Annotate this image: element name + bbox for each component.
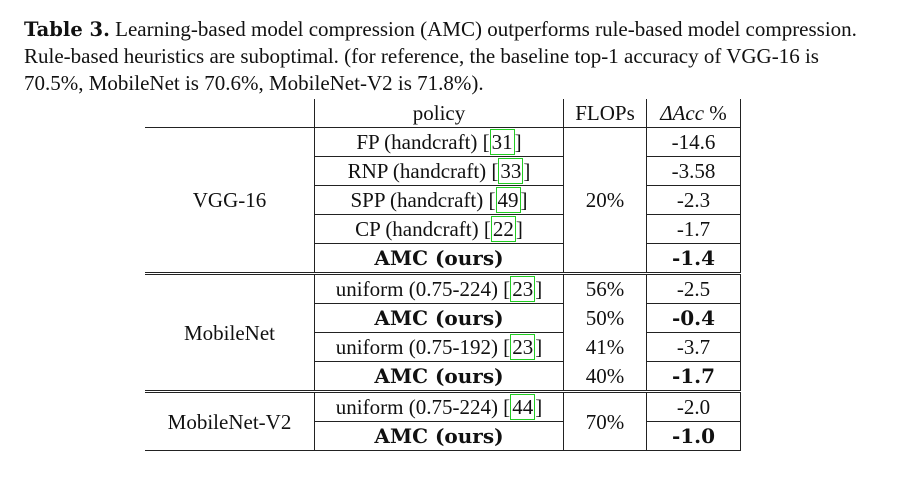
policy-amc: AMC (ours): [314, 421, 564, 451]
acc-cell-best: -0.4: [646, 303, 741, 333]
policy-text: uniform (0.75-224) [: [335, 277, 511, 301]
header-policy: policy: [314, 99, 564, 128]
model-mobilenetv2: MobileNet-V2: [145, 391, 315, 451]
flops-vgg16: 20%: [563, 127, 647, 275]
citation-link[interactable]: 23: [510, 334, 536, 360]
model-vgg16: VGG-16: [145, 127, 315, 275]
bracket-close: ]: [520, 188, 528, 212]
table-row: CP (handcraft) [22] -1.7: [145, 214, 741, 244]
header-model-cell: [145, 99, 315, 128]
policy-text: CP (handcraft) [: [355, 217, 491, 241]
citation-link[interactable]: 49: [495, 187, 521, 213]
citation-link[interactable]: 31: [489, 129, 515, 155]
acc-cell-best: -1.4: [646, 243, 741, 275]
table-row: uniform (0.75-192) [23] 41% -3.7: [145, 332, 741, 362]
caption-text: Learning-based model compression (AMC) o…: [24, 17, 857, 95]
bracket-close: ]: [535, 277, 543, 301]
acc-cell: -2.5: [646, 273, 741, 304]
flops-cell: 50%: [563, 303, 647, 333]
citation-link[interactable]: 44: [510, 394, 536, 420]
table-row: MobileNet uniform (0.75-224) [23] 56% -2…: [145, 273, 741, 393]
acc-cell: -14.6: [646, 127, 741, 157]
acc-cell: -2.0: [646, 391, 741, 422]
policy-cell: FP (handcraft) [31]: [314, 127, 564, 157]
table-row: AMC (ours) 40% -1.7: [145, 361, 741, 393]
policy-cell: uniform (0.75-224) [44]: [314, 391, 564, 422]
acc-cell: -3.58: [646, 156, 741, 186]
table-row: SPP (handcraft) [49] -2.3: [145, 185, 741, 215]
acc-cell-best: -1.0: [646, 421, 741, 451]
table-caption: Table 3. Learning-based model compressio…: [24, 16, 880, 97]
bracket-close: ]: [535, 395, 543, 419]
header-acc: ΔAcc %: [646, 99, 741, 128]
policy-cell: RNP (handcraft) [33]: [314, 156, 564, 186]
table-row: AMC (ours) 50% -0.4: [145, 303, 741, 333]
table-row: AMC (ours) -1.4: [145, 243, 741, 275]
policy-text: uniform (0.75-192) [: [335, 335, 511, 359]
acc-cell: -3.7: [646, 332, 741, 362]
citation-link[interactable]: 33: [498, 158, 524, 184]
table-row: RNP (handcraft) [33] -3.58: [145, 156, 741, 186]
citation-link[interactable]: 22: [490, 216, 516, 242]
acc-cell: -1.7: [646, 214, 741, 244]
policy-amc: AMC (ours): [314, 361, 564, 393]
policy-text: SPP (handcraft) [: [350, 188, 496, 212]
policy-text: RNP (handcraft) [: [347, 159, 499, 183]
caption-label: Table 3.: [24, 18, 110, 41]
header-acc-unit: %: [704, 101, 727, 125]
policy-amc: AMC (ours): [314, 243, 564, 275]
header-row: policy FLOPs ΔAcc %: [145, 99, 741, 128]
bracket-close: ]: [514, 130, 522, 154]
policy-cell: uniform (0.75-224) [23]: [314, 273, 564, 304]
results-table: policy FLOPs ΔAcc % VGG-16 FP (handcraft…: [145, 99, 741, 451]
policy-cell: SPP (handcraft) [49]: [314, 185, 564, 215]
acc-cell-best: -1.7: [646, 361, 741, 393]
acc-cell: -2.3: [646, 185, 741, 215]
table-row: VGG-16 FP (handcraft) [31] 20% -14.6: [145, 127, 741, 275]
flops-mobilenetv2: 70%: [563, 391, 647, 451]
header-acc-word: Acc: [672, 101, 705, 125]
header-flops: FLOPs: [563, 99, 647, 128]
bracket-close: ]: [535, 335, 543, 359]
policy-cell: uniform (0.75-192) [23]: [314, 332, 564, 362]
flops-cell: 56%: [563, 273, 647, 304]
citation-link[interactable]: 23: [510, 276, 536, 302]
model-mobilenet: MobileNet: [145, 273, 315, 393]
bracket-close: ]: [515, 217, 523, 241]
table-row: MobileNet-V2 uniform (0.75-224) [44] 70%…: [145, 391, 741, 451]
header-acc-delta: Δ: [660, 101, 673, 125]
flops-cell: 41%: [563, 332, 647, 362]
policy-text: FP (handcraft) [: [356, 130, 490, 154]
policy-cell: CP (handcraft) [22]: [314, 214, 564, 244]
table-row: AMC (ours) -1.0: [145, 421, 741, 451]
policy-amc: AMC (ours): [314, 303, 564, 333]
bracket-close: ]: [523, 159, 531, 183]
policy-text: uniform (0.75-224) [: [335, 395, 511, 419]
flops-cell: 40%: [563, 361, 647, 393]
